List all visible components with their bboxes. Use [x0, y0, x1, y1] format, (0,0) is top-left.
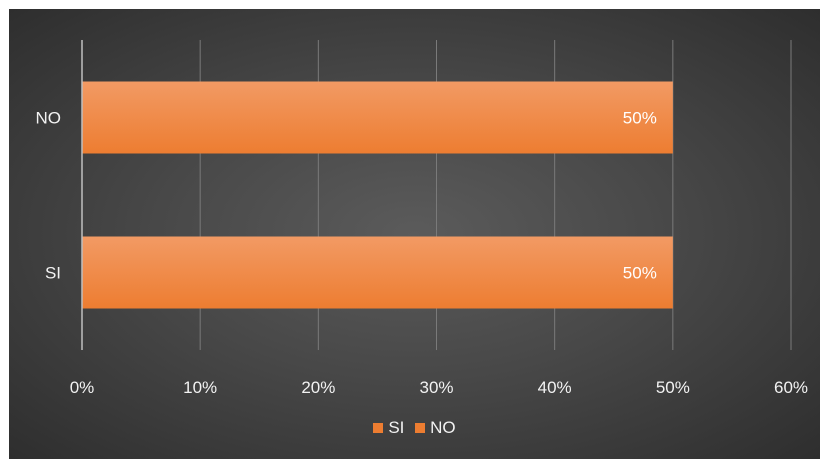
legend-label-si: SI	[388, 418, 405, 437]
x-tick-label: 30%	[419, 378, 453, 397]
bar-chart: 0% 10% 20% 30% 40% 50% 60% 50% SI 50% NO	[36, 40, 809, 398]
legend-item-si: SI	[373, 418, 404, 438]
bars	[82, 81, 673, 309]
bar-no	[82, 81, 673, 154]
legend-swatch-si	[373, 423, 384, 433]
x-tick-label: 50%	[656, 378, 690, 397]
legend-item-no: NO	[415, 418, 456, 438]
y-category-label: SI	[45, 264, 61, 283]
x-tick-label: 20%	[301, 378, 335, 397]
legend: SI NO	[9, 418, 820, 438]
bar-si	[82, 236, 673, 309]
chart-area: 0% 10% 20% 30% 40% 50% 60% 50% SI 50% NO SI NO	[9, 9, 820, 459]
labels: 0% 10% 20% 30% 40% 50% 60% 50% SI 50% NO	[36, 109, 809, 398]
x-tick-label: 60%	[774, 378, 808, 397]
data-label: 50%	[623, 264, 657, 283]
x-tick-label: 10%	[183, 378, 217, 397]
x-tick-label: 0%	[70, 378, 95, 397]
data-label: 50%	[623, 109, 657, 128]
x-tick-label: 40%	[538, 378, 572, 397]
legend-swatch-no	[415, 423, 426, 433]
legend-label-no: NO	[430, 418, 456, 437]
y-category-label: NO	[36, 109, 62, 128]
